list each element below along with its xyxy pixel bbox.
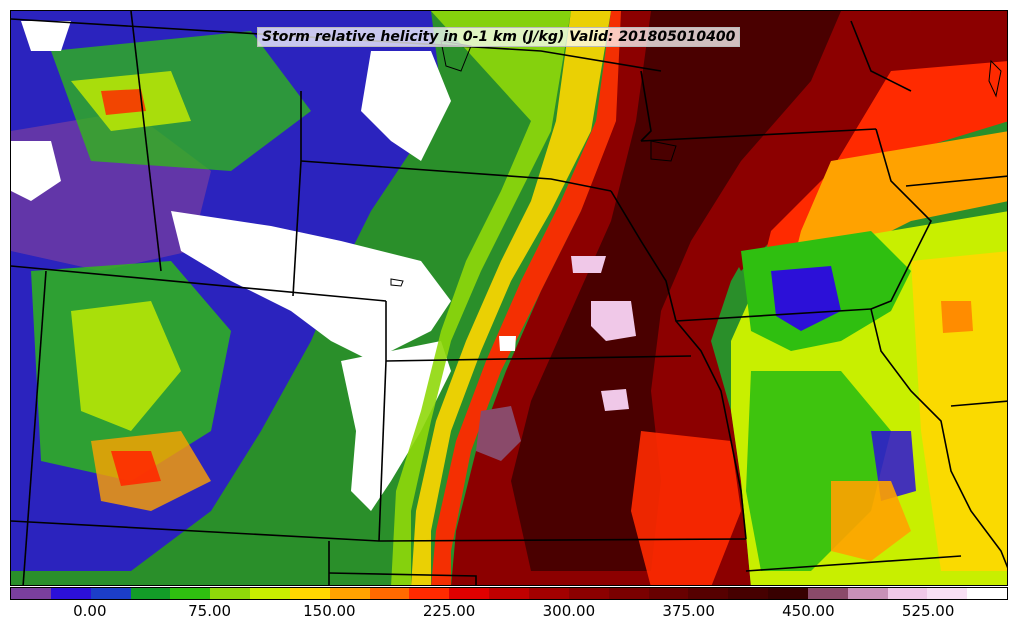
colorbar-tick-label: 300.00 bbox=[542, 602, 596, 620]
colorbar-segment bbox=[887, 588, 928, 599]
border-ok-north bbox=[328, 572, 477, 585]
colorbar-segment bbox=[807, 588, 848, 599]
field-core-white-spot bbox=[499, 336, 516, 351]
colorbar-segment bbox=[608, 588, 649, 599]
field-core-maroon bbox=[511, 11, 841, 571]
border-il-in bbox=[905, 175, 1007, 187]
border-ia-il bbox=[870, 128, 932, 310]
border-wy-north bbox=[11, 265, 387, 302]
state-borders bbox=[11, 11, 1007, 585]
colorbar-segment bbox=[728, 588, 769, 599]
colorbar-segment bbox=[967, 588, 1008, 599]
border-mo-ar bbox=[745, 555, 962, 572]
field-white-center bbox=[171, 211, 451, 361]
field-core-pink-2 bbox=[571, 256, 606, 273]
field-east-yellow-far bbox=[911, 251, 1007, 571]
helicity-map bbox=[11, 11, 1007, 585]
field-white-se-colorado bbox=[341, 341, 451, 511]
field-west-yellow bbox=[71, 301, 181, 431]
colorbar-tick-label: 525.00 bbox=[901, 602, 955, 620]
border-wi-mi bbox=[850, 20, 912, 92]
colorbar-tick-label: 150.00 bbox=[303, 602, 356, 620]
border-mississippi bbox=[870, 308, 1007, 569]
field-west-red-spots bbox=[111, 451, 161, 486]
colorbar-segment bbox=[688, 588, 729, 599]
field-east-orange-spot bbox=[941, 301, 973, 333]
colorbar bbox=[10, 587, 1008, 600]
colorbar-tick-label: 0.00 bbox=[73, 602, 107, 620]
border-mt-nd bbox=[11, 18, 662, 72]
colorbar-segment bbox=[50, 588, 91, 599]
colorbar-segment bbox=[130, 588, 171, 599]
field-core-mauve bbox=[476, 406, 521, 461]
field-nw-red bbox=[101, 89, 146, 115]
colorbar-tick-label: 225.00 bbox=[422, 602, 476, 620]
field-transition-green bbox=[391, 11, 571, 585]
colorbar-tick-label: 75.00 bbox=[188, 602, 232, 620]
border-id bbox=[130, 11, 162, 272]
map-title: Storm relative helicity in 0-1 km (J/kg)… bbox=[257, 27, 741, 47]
colorbar-segment bbox=[289, 588, 330, 599]
colorbar-segment bbox=[449, 588, 490, 599]
field-core-red-southeast bbox=[631, 431, 741, 585]
colorbar-tick-label: 450.00 bbox=[782, 602, 835, 620]
field-core-pink-3 bbox=[601, 389, 629, 411]
colorbar-segment bbox=[528, 588, 569, 599]
field-core-pink-1 bbox=[591, 301, 636, 341]
colorbar-segment bbox=[250, 588, 290, 599]
border-wy-co bbox=[22, 270, 47, 585]
border-missouri-river bbox=[610, 190, 747, 540]
colorbar-segment bbox=[369, 588, 410, 599]
colorbar-segment bbox=[11, 588, 51, 599]
map-panel: Storm relative helicity in 0-1 km (J/kg)… bbox=[10, 10, 1008, 586]
field-white-north bbox=[361, 51, 451, 161]
border-ky bbox=[950, 400, 1007, 407]
colorbar-ticks: 0.00 75.00 150.00 225.00 300.00 375.00 450.00 5… bbox=[10, 600, 1008, 630]
colorbar-segment bbox=[170, 588, 211, 599]
colorbar-segment bbox=[489, 588, 529, 599]
colorbar-segment bbox=[847, 588, 888, 599]
colorbar-segment bbox=[768, 588, 808, 599]
colorbar-segment bbox=[568, 588, 609, 599]
border-wy-east bbox=[292, 160, 302, 297]
field-transition-yellow bbox=[411, 11, 611, 585]
border-ia-mo bbox=[675, 308, 872, 322]
lake-michigan bbox=[988, 59, 1002, 98]
colorbar-segment bbox=[927, 588, 968, 599]
border-mn-wi bbox=[640, 70, 652, 142]
field-white-nw-spots bbox=[11, 141, 61, 201]
border-mn-ia bbox=[640, 128, 877, 142]
border-ks-ok bbox=[11, 520, 747, 542]
colorbar-tick-label: 375.00 bbox=[662, 602, 715, 620]
colorbar-segment bbox=[210, 588, 251, 599]
lake-small bbox=[650, 140, 677, 162]
colorbar-segment bbox=[90, 588, 131, 599]
border-co-ks bbox=[385, 355, 692, 362]
border-co-east bbox=[378, 360, 387, 542]
lake-oahe bbox=[390, 278, 404, 287]
border-nd-sd bbox=[300, 160, 612, 192]
field-transition-red bbox=[431, 11, 631, 585]
field-white-north-top bbox=[21, 21, 71, 51]
colorbar-segment bbox=[648, 588, 689, 599]
colorbar-segment bbox=[329, 588, 370, 599]
field-east-orange-south bbox=[831, 481, 911, 561]
colorbar-segment bbox=[409, 588, 450, 599]
